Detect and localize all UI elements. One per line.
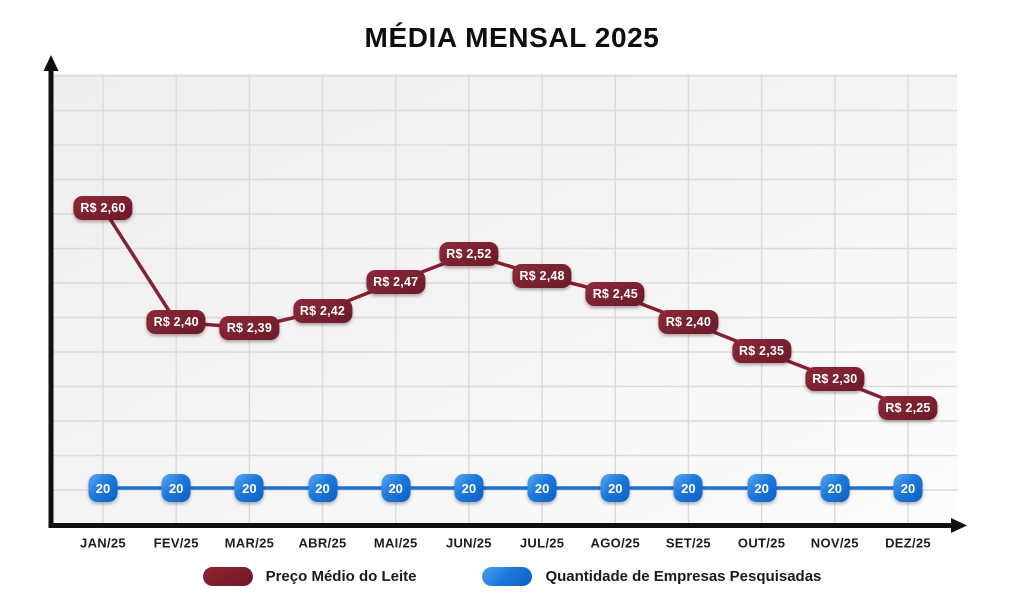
price-point-badge: R$ 2,47	[366, 270, 426, 294]
price-point-badge: R$ 2,45	[585, 282, 645, 306]
x-axis-label: DEZ/25	[885, 535, 931, 551]
companies-point-badge: 20	[893, 474, 923, 502]
legend-label-companies: Quantidade de Empresas Pesquisadas	[545, 568, 822, 585]
legend-item-price: Preço Médio do Leite	[202, 567, 417, 586]
legend-label-price: Preço Médio do Leite	[265, 568, 417, 585]
legend-item-companies: Quantidade de Empresas Pesquisadas	[482, 567, 821, 586]
price-point-badge: R$ 2,48	[512, 264, 572, 288]
companies-point-badge: 20	[527, 474, 557, 502]
x-axis-label: JAN/25	[80, 535, 126, 551]
companies-point-badge: 20	[381, 474, 411, 502]
x-axis-label: JUL/25	[519, 535, 565, 551]
price-point-badge: R$ 2,35	[732, 339, 792, 363]
y-axis-arrow	[43, 55, 59, 71]
companies-point-badge: 20	[820, 474, 850, 502]
x-axis-label: MAI/25	[373, 535, 418, 551]
x-axis-label: NOV/25	[810, 535, 859, 551]
price-point-badge: R$ 2,40	[658, 310, 718, 334]
companies-point-badge: 20	[673, 474, 703, 502]
companies-point-badge: 20	[308, 474, 337, 502]
companies-point-badge: 20	[747, 474, 777, 502]
x-axis-label: MAR/25	[224, 535, 275, 551]
companies-point-badge: 20	[88, 474, 118, 502]
price-point-badge: R$ 2,30	[805, 367, 865, 391]
companies-point-badge: 20	[234, 474, 264, 502]
price-point-badge: R$ 2,39	[219, 316, 279, 340]
axes	[43, 55, 967, 533]
x-axis-label: SET/25	[665, 535, 711, 551]
price-series-swatch	[202, 567, 253, 586]
plot-background	[52, 74, 957, 523]
price-point-badge: R$ 2,60	[73, 196, 133, 220]
x-axis-label: AGO/25	[590, 535, 641, 551]
x-axis-label: ABR/25	[298, 535, 347, 551]
chart-title: MÉDIA MENSAL 2025	[364, 22, 660, 53]
x-axis-label: JUN/25	[445, 535, 492, 551]
price-point-badge: R$ 2,42	[292, 299, 353, 323]
companies-point-badge: 20	[600, 474, 630, 502]
price-point-badge: R$ 2,40	[146, 310, 206, 334]
price-point-badge: R$ 2,52	[439, 242, 499, 266]
x-axis-label: FEV/25	[153, 535, 199, 551]
x-axis-arrow	[951, 518, 967, 533]
x-axis-label: OUT/25	[737, 535, 786, 551]
companies-point-badge: 20	[454, 474, 484, 502]
companies-point-badge: 20	[161, 474, 191, 502]
companies-series-swatch	[482, 567, 533, 586]
legend: Preço Médio do Leite Quantidade de Empre…	[0, 567, 1024, 586]
price-point-badge: R$ 2,25	[878, 396, 938, 420]
